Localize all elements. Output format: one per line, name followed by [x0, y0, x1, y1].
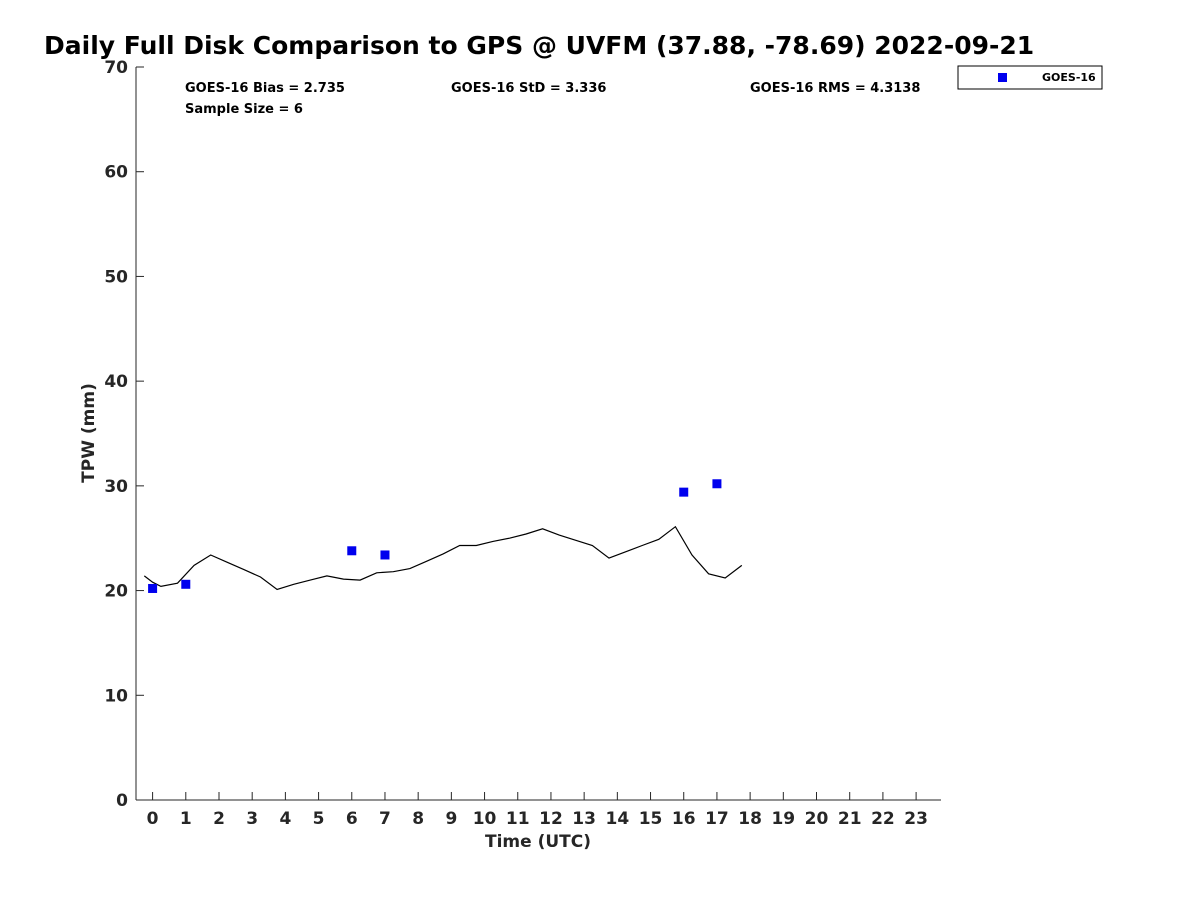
chart-title: Daily Full Disk Comparison to GPS @ UVFM…: [44, 31, 1034, 60]
y-tick-label: 30: [104, 477, 128, 497]
x-ticks: 0 1 2 3 4 5 6 7 8 9 10 11 12 13 14 15 16 17 18 19 20 21 22 23: [147, 792, 928, 829]
goes16-markers: [148, 479, 722, 593]
x-tick-label: 23: [904, 809, 928, 829]
x-tick-label: 11: [506, 809, 530, 829]
x-tick-label: 12: [539, 809, 563, 829]
legend-box: [957, 65, 1103, 90]
x-tick-label: 9: [445, 809, 457, 829]
y-tick-label: 50: [104, 267, 128, 287]
x-tick-label: 10: [473, 809, 497, 829]
goes16-point: [712, 479, 722, 489]
x-tick-label: 7: [379, 809, 391, 829]
x-tick-label: 6: [346, 809, 358, 829]
goes16-point: [380, 550, 390, 560]
x-axis-label: Time (UTC): [485, 832, 591, 852]
x-tick-label: 22: [871, 809, 895, 829]
y-ticks: 0 10 20 30 40 50 60 70: [104, 58, 144, 811]
rms-stat: GOES-16 RMS = 4.3138: [750, 81, 920, 96]
x-tick-label: 21: [838, 809, 862, 829]
y-tick-label: 10: [104, 686, 128, 706]
gps-series-line: [143, 525, 743, 591]
x-tick-label: 18: [738, 809, 762, 829]
goes16-point: [679, 487, 689, 497]
x-tick-label: 20: [805, 809, 829, 829]
bias-stat: GOES-16 Bias = 2.735: [185, 81, 345, 96]
goes16-point: [181, 579, 191, 589]
x-tick-label: 19: [771, 809, 795, 829]
x-tick-label: 8: [412, 809, 424, 829]
x-tick-label: 14: [606, 809, 630, 829]
x-tick-label: 3: [246, 809, 258, 829]
goes16-point: [347, 546, 357, 556]
y-tick-label: 20: [104, 582, 128, 602]
y-tick-label: 40: [104, 372, 128, 392]
x-tick-label: 15: [639, 809, 663, 829]
x-tick-label: 1: [180, 809, 192, 829]
x-tick-label: 2: [213, 809, 225, 829]
x-tick-label: 5: [313, 809, 325, 829]
y-tick-label: 60: [104, 163, 128, 183]
legend: GOES-16: [957, 65, 1103, 90]
legend-label: GOES-16: [1042, 71, 1096, 84]
goes16-point: [148, 583, 158, 593]
x-tick-label: 4: [279, 809, 291, 829]
y-tick-label: 70: [104, 58, 128, 78]
std-stat: GOES-16 StD = 3.336: [451, 81, 606, 96]
legend-marker: [998, 73, 1007, 82]
x-tick-label: 17: [705, 809, 729, 829]
y-axis-label: TPW (mm): [79, 383, 99, 483]
x-tick-label: 16: [672, 809, 696, 829]
y-tick-label: 0: [116, 791, 128, 811]
x-tick-label: 0: [147, 809, 159, 829]
sample-size-stat: Sample Size = 6: [185, 102, 303, 117]
x-tick-label: 13: [572, 809, 596, 829]
